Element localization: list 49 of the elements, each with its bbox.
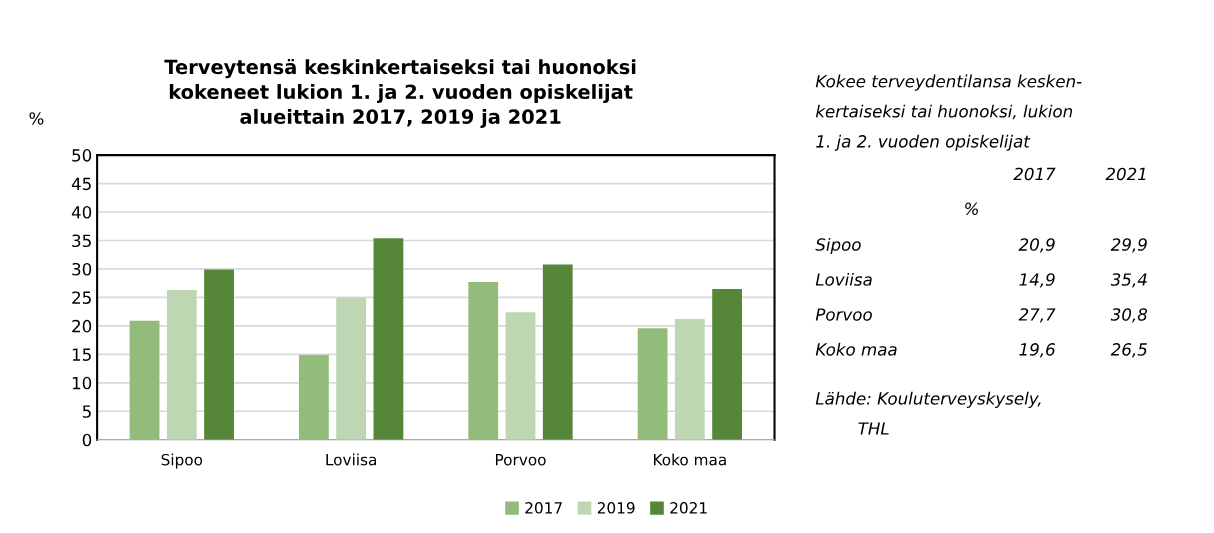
chart-title: Terveytensä keskinkertaiseksi tai huonoksi kokeneet lukion 1. ja 2. vuoden opiskelijat alueittain 2017, 2019 ja 2021: [164, 58, 636, 128]
text: 29,9: [1110, 238, 1147, 253]
y-tick-label: 10: [72, 376, 92, 390]
bar: [637, 328, 668, 440]
legend-label: 2021: [670, 502, 707, 514]
y-tick-label: 15: [72, 348, 91, 361]
bar: [204, 269, 234, 440]
category-label: Loviisa: [815, 272, 872, 286]
category-label: 2017: [1013, 167, 1056, 181]
category-label: Koko maa: [815, 342, 897, 356]
text: 30,8: [1110, 308, 1148, 323]
text: Lähde: Kouluterveyskysely, THL: [815, 391, 1041, 435]
y-tick-label: 50: [72, 149, 92, 162]
text: 19,6: [1019, 343, 1055, 358]
bar: [373, 238, 404, 440]
text: 35,4: [1110, 273, 1147, 288]
category-label: 2021: [1105, 167, 1146, 181]
y-axis-title: %: [29, 112, 44, 125]
y-tick-label: 20: [72, 319, 92, 333]
bar: [542, 264, 573, 440]
legend-label: 2017: [525, 502, 562, 514]
bar: [298, 354, 329, 440]
legend-label: 2019: [597, 502, 635, 514]
text: Kokee terveydentilansa kesken- kertaiseksi tai huonoksi, lukion 1. ja 2. vuoden opiskelijat: [815, 74, 1082, 151]
y-tick-label: 40: [71, 205, 92, 219]
text: 26,5: [1110, 343, 1147, 358]
text: %: [965, 202, 978, 216]
bar: [505, 312, 536, 440]
y-tick-label: 25: [72, 291, 91, 304]
y-tick-label: 5: [82, 405, 91, 418]
y-tick-label: 45: [71, 177, 91, 191]
category-label: Sipoo: [815, 237, 861, 255]
x-tick-label: Porvoo: [495, 454, 546, 466]
x-tick-label: Loviisa: [326, 453, 376, 466]
y-tick-label: 35: [72, 234, 91, 248]
text: 20,9: [1018, 238, 1055, 253]
text: 27,7: [1018, 308, 1056, 323]
category-label: Porvoo: [815, 308, 872, 321]
text: 14,9: [1019, 273, 1055, 288]
y-tick-label: 0: [82, 433, 92, 447]
bar: [468, 282, 499, 440]
x-tick-label: Koko maa: [654, 453, 726, 466]
bar: [166, 290, 197, 440]
bar: [336, 297, 367, 440]
x-tick-label: Sipoo: [161, 453, 203, 469]
bar: [674, 319, 705, 440]
y-tick-label: 30: [72, 262, 92, 276]
bar: [129, 320, 160, 440]
bar: [712, 288, 743, 440]
